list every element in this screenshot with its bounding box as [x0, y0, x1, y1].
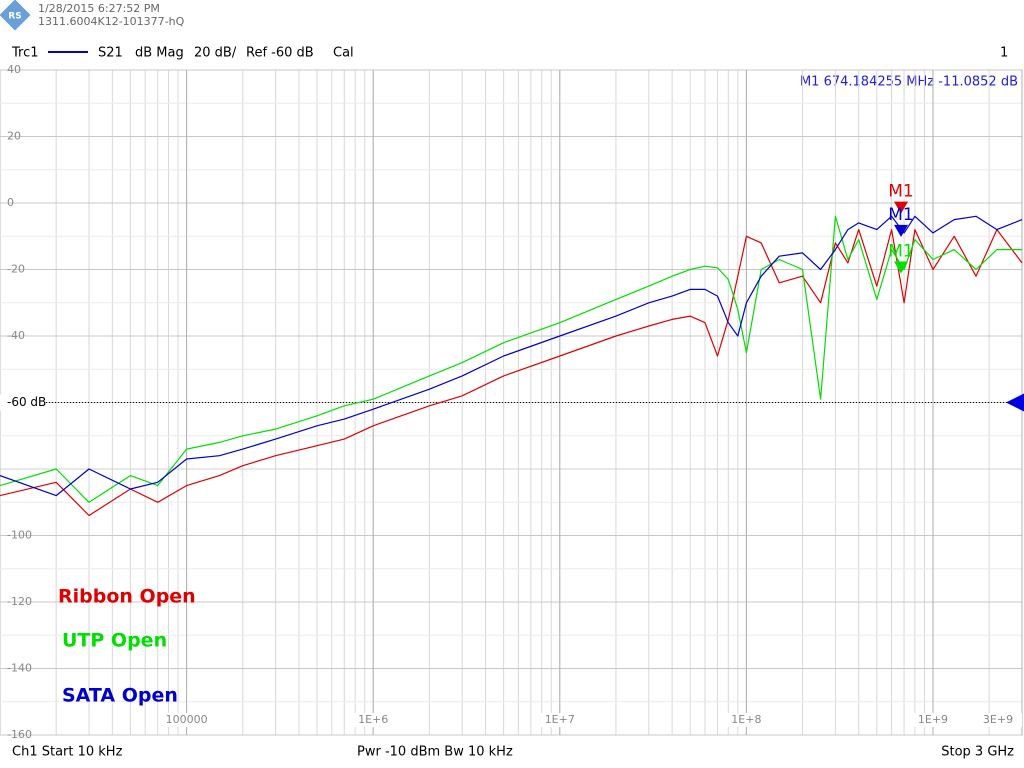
trace-name: Trc1 [11, 46, 39, 61]
x-tick-label: 100000 [166, 713, 208, 726]
y-tick-label: -120 [7, 595, 32, 608]
x-tick-label: 1E+8 [731, 713, 761, 726]
legend-label: SATA Open [62, 685, 178, 707]
legend-label: Ribbon Open [58, 586, 196, 608]
timestamp: 1/28/2015 6:27:52 PM [38, 2, 160, 15]
legend-label: UTP Open [62, 630, 167, 652]
format: dB Mag [135, 46, 184, 61]
svg-text:RS: RS [8, 12, 21, 22]
instrument-id: 1311.6004K12-101377-hQ [38, 15, 185, 28]
reference: Ref -60 dB [246, 46, 314, 61]
ref-label-bg [0, 394, 44, 411]
power-label: Pwr -10 dBm Bw 10 kHz [357, 745, 513, 760]
y-tick-label: -160 [7, 728, 32, 741]
x-tick-label: 1E+6 [358, 713, 388, 726]
y-tick-label: -60 dB [7, 395, 46, 409]
x-label-bg [535, 713, 584, 727]
stop-label: Stop 3 GHz [941, 745, 1014, 760]
marker-label: M1 [888, 242, 913, 262]
x-tick-label: 1E+7 [545, 713, 575, 726]
scale: 20 dB/ [194, 46, 237, 61]
y-tick-label: -140 [7, 662, 32, 675]
marker [894, 224, 909, 237]
marker-readout: M1 674.184255 MHz -11.0852 dB [800, 75, 1018, 90]
x-tick-label: 1E+9 [918, 713, 948, 726]
x-label-bg [162, 713, 211, 727]
y-tick-label: -20 [7, 263, 25, 276]
channel-number: 1 [1000, 46, 1008, 61]
reference-arrow [1006, 393, 1024, 412]
x-label-bg [974, 713, 1022, 727]
calibration: Cal [333, 46, 354, 61]
y-tick-label: -40 [7, 329, 25, 342]
y-tick-label: -100 [7, 529, 32, 542]
trace [0, 215, 1022, 503]
measurement: S21 [98, 46, 123, 61]
y-tick-label: 20 [7, 130, 21, 143]
trace [0, 229, 1023, 517]
y-tick-label: 40 [7, 63, 21, 76]
marker [894, 261, 909, 274]
marker [894, 201, 909, 214]
x-tick-label: 3E+9 [983, 713, 1013, 726]
x-label-bg [908, 713, 957, 727]
y-tick-label: 0 [7, 196, 14, 209]
x-label-bg [722, 713, 771, 727]
marker-label: M1 [888, 205, 913, 225]
start-label: Ch1 Start 10 kHz [12, 745, 123, 760]
marker-label: M1 [888, 182, 913, 202]
x-label-bg [349, 713, 398, 727]
trace [0, 215, 1023, 497]
